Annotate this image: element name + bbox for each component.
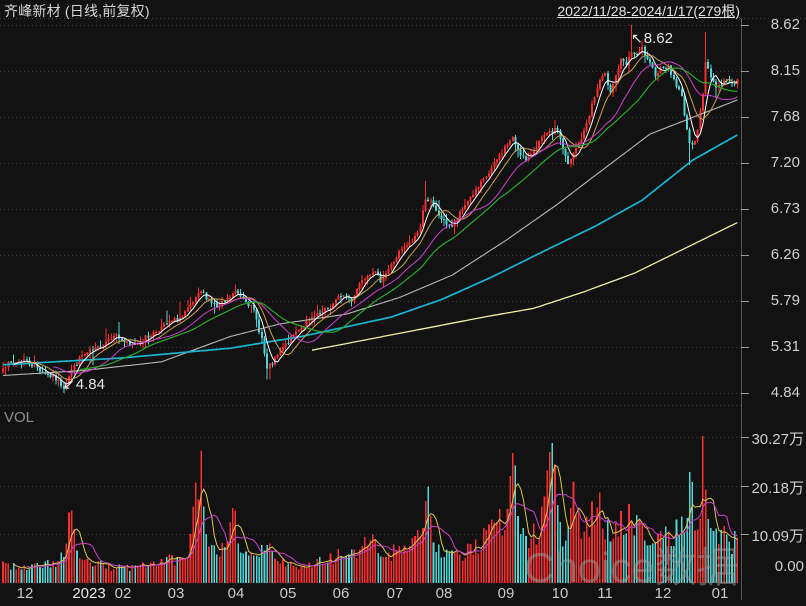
price-axis-label: 8.62 <box>770 16 800 33</box>
low-price-value: 4.84 <box>75 376 105 393</box>
arrow-down-left-icon: ↙ <box>63 376 75 392</box>
x-axis-month-label: 12 <box>16 585 34 602</box>
high-price-value: 8.62 <box>643 30 673 47</box>
price-axis-label: 5.79 <box>770 291 800 309</box>
ma-line-ma5 <box>13 51 738 385</box>
x-axis-month-label: 04 <box>227 585 245 602</box>
high-price-annotation: ↖8.62 <box>631 30 673 47</box>
x-axis-month-label: 09 <box>497 585 515 602</box>
price-axis-label: 6.26 <box>770 245 800 263</box>
x-axis-month-label: 02 <box>114 585 132 602</box>
low-price-annotation: ↙4.84 <box>63 376 105 393</box>
ma-line-ma10 <box>26 55 738 381</box>
arrow-up-left-icon: ↖ <box>631 30 643 46</box>
slow-ma-lines <box>2 99 738 377</box>
date-range-link[interactable]: 2022/11/28-2024/1/17(279根) <box>557 3 740 19</box>
volume-axis-label: 30.27万 <box>751 431 804 448</box>
chart-title: 齐峰新材 (日线,前复权) <box>4 3 150 19</box>
volume-axis-label: 0.00 <box>774 558 804 575</box>
volume-axis-label: 10.09万 <box>751 528 804 546</box>
volume-axis-label: 20.18万 <box>751 479 804 497</box>
price-axis-label: 8.15 <box>770 61 800 79</box>
volume-bars <box>2 435 739 583</box>
ma-line-ma20 <box>53 61 738 374</box>
x-axis-month-label: 03 <box>167 585 185 602</box>
x-axis-month-label: 2023 <box>72 585 106 602</box>
x-axis-month-label: 06 <box>332 585 350 602</box>
x-axis-month-label: 05 <box>279 585 297 602</box>
x-axis-month-label: 08 <box>435 585 453 602</box>
x-axis-month-label: 01 <box>711 585 729 602</box>
price-axis-label: 6.73 <box>770 200 800 217</box>
x-axis-month-label: 10 <box>551 585 569 602</box>
price-axis-label: 4.84 <box>770 384 800 401</box>
ma-line-ma120 <box>2 134 738 366</box>
ma-line-ma250 <box>311 222 738 351</box>
x-axis-month-label: 12 <box>654 585 672 602</box>
x-axis-month-label: 07 <box>386 585 404 602</box>
x-axis-month-label: 11 <box>597 585 613 602</box>
ma-line-ma60 <box>2 99 738 377</box>
price-axis-label: 7.68 <box>770 107 800 125</box>
volume-pane-title: VOL <box>4 409 35 426</box>
ma-line-ma30 <box>79 67 738 371</box>
right-axis <box>741 18 749 600</box>
price-axis-label: 5.31 <box>770 338 800 356</box>
vol-ma-line-volma10 <box>26 493 738 569</box>
price-axis-label: 7.20 <box>770 154 800 172</box>
